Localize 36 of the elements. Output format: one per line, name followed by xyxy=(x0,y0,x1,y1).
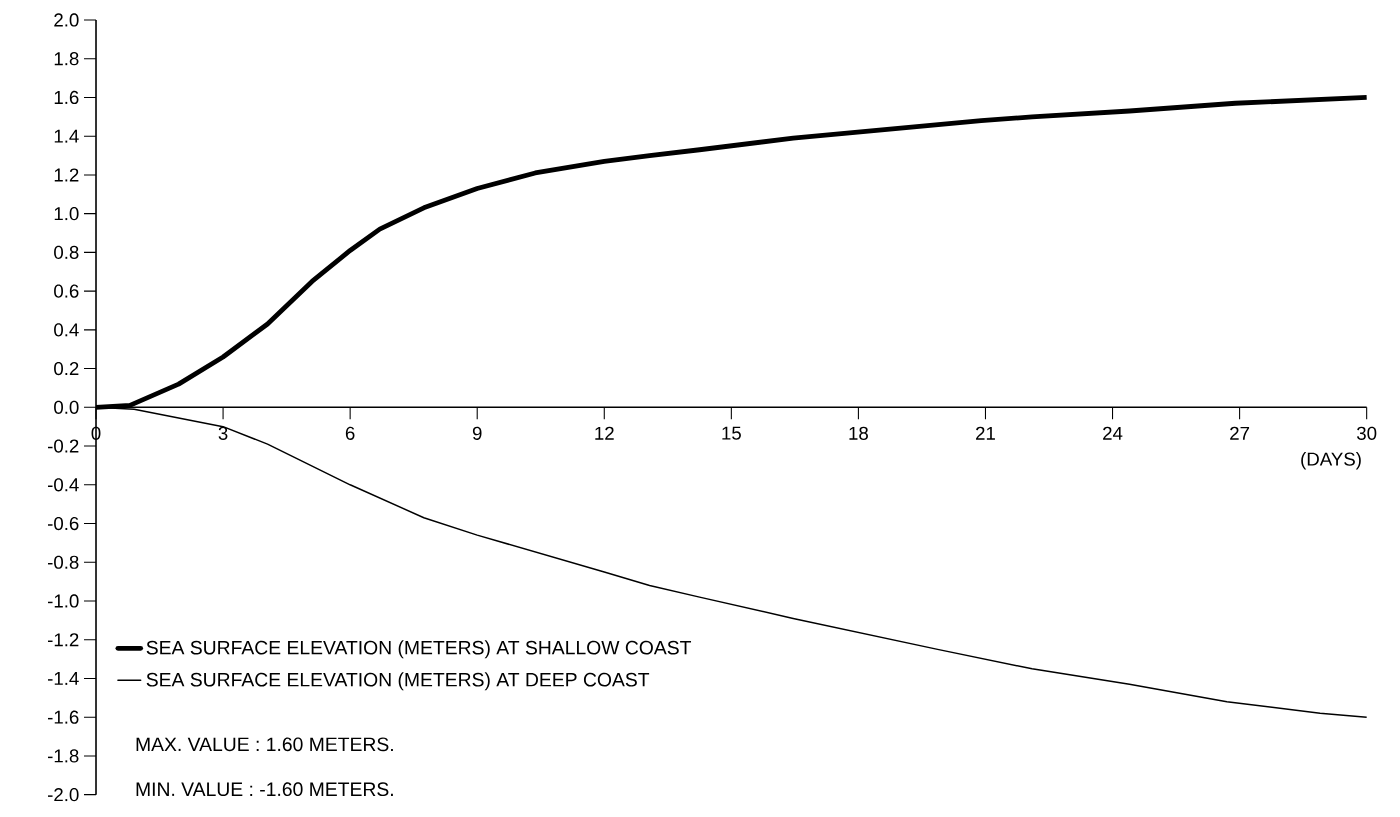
y-tick-label: 0.0 xyxy=(54,400,79,414)
y-tick-label: 1.2 xyxy=(54,168,79,182)
x-tick-label: 3 xyxy=(218,426,228,440)
y-tick-label: 0.4 xyxy=(54,323,79,337)
y-tick-label: 1.0 xyxy=(54,207,79,221)
y-tick-label: 1.6 xyxy=(54,90,79,105)
legend-label: SEA SURFACE ELEVATION (METERS) AT SHALLOW COAST xyxy=(146,640,692,659)
x-tick-label: 12 xyxy=(595,426,614,440)
x-tick-label: 24 xyxy=(1103,426,1123,440)
y-tick-label: -1.6 xyxy=(47,710,79,724)
y-tick-label: -0.2 xyxy=(47,439,79,453)
y-tick-label: -1.4 xyxy=(47,672,79,685)
y-tick-label: -1.2 xyxy=(47,633,79,647)
y-tick-label: 0.6 xyxy=(54,284,79,298)
x-tick-label: 9 xyxy=(472,426,482,440)
y-tick-label: -0.6 xyxy=(47,516,79,531)
y-tick-label: 2.0 xyxy=(54,13,79,27)
y-tick-label: -2.0 xyxy=(47,788,79,802)
y-tick-label: -1.0 xyxy=(47,594,79,608)
x-tick-label: 15 xyxy=(722,426,741,440)
y-tick-label: 0.2 xyxy=(54,361,79,376)
x-tick-label: 6 xyxy=(345,426,355,440)
y-tick-label: 1.8 xyxy=(54,52,79,66)
annotation: MAX. VALUE : 1.60 METERS. xyxy=(136,737,393,752)
x-axis-title: (DAYS) xyxy=(1301,452,1361,470)
legend-label: SEA SURFACE ELEVATION (METERS) AT DEEP COAST xyxy=(146,672,650,691)
x-tick-label: 30 xyxy=(1357,426,1377,440)
x-tick-label: 18 xyxy=(849,426,868,440)
y-tick-label: -0.4 xyxy=(47,478,79,492)
y-tick-label: -0.8 xyxy=(47,555,79,569)
x-tick-label: 27 xyxy=(1230,426,1250,440)
x-tick-label: 21 xyxy=(976,426,995,440)
annotation: MIN. VALUE : -1.60 METERS. xyxy=(136,782,393,797)
y-tick-label: 0.8 xyxy=(54,245,79,259)
y-tick-label: -1.8 xyxy=(47,749,79,763)
y-tick-label: 1.4 xyxy=(54,129,79,143)
